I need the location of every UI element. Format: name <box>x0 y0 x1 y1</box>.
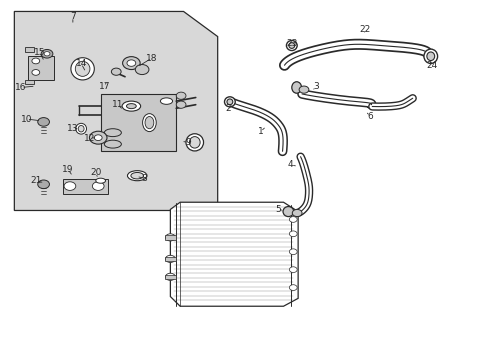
Ellipse shape <box>127 171 147 181</box>
Ellipse shape <box>226 99 232 105</box>
Text: 18: 18 <box>146 54 157 63</box>
Polygon shape <box>170 202 298 306</box>
Circle shape <box>127 60 136 66</box>
Text: 5: 5 <box>274 205 280 214</box>
Text: 22: 22 <box>359 25 370 34</box>
Circle shape <box>165 234 175 241</box>
Text: 10: 10 <box>21 114 32 123</box>
Text: 12: 12 <box>84 134 96 143</box>
Ellipse shape <box>291 82 301 93</box>
Circle shape <box>289 249 297 255</box>
Text: 4: 4 <box>287 161 293 170</box>
Circle shape <box>135 64 149 75</box>
Ellipse shape <box>145 117 154 129</box>
Text: 23: 23 <box>286 39 297 48</box>
Bar <box>164 235 176 239</box>
Circle shape <box>32 69 40 75</box>
Bar <box>164 275 176 279</box>
Text: 15: 15 <box>34 48 45 57</box>
Ellipse shape <box>286 41 297 50</box>
Circle shape <box>64 182 76 190</box>
Bar <box>63 179 108 194</box>
Ellipse shape <box>185 134 203 151</box>
Text: 19: 19 <box>62 165 74 174</box>
Circle shape <box>176 101 185 108</box>
Text: 21: 21 <box>30 176 41 185</box>
Circle shape <box>165 273 175 280</box>
Circle shape <box>122 57 140 69</box>
Circle shape <box>41 49 53 58</box>
Text: 2: 2 <box>225 104 231 113</box>
Text: 3: 3 <box>313 82 318 91</box>
Ellipse shape <box>131 172 143 179</box>
Ellipse shape <box>224 97 235 107</box>
Ellipse shape <box>423 49 437 63</box>
Text: 1: 1 <box>257 127 263 136</box>
Polygon shape <box>101 94 176 151</box>
Circle shape <box>165 255 175 262</box>
Bar <box>164 257 176 261</box>
Ellipse shape <box>122 101 141 111</box>
Ellipse shape <box>75 61 90 76</box>
Bar <box>25 80 34 84</box>
Circle shape <box>89 131 107 144</box>
Ellipse shape <box>288 42 294 48</box>
Ellipse shape <box>142 114 156 132</box>
Text: 20: 20 <box>90 168 101 177</box>
Ellipse shape <box>160 98 172 104</box>
Circle shape <box>111 68 121 75</box>
Circle shape <box>289 285 297 291</box>
Ellipse shape <box>71 58 94 80</box>
Circle shape <box>92 182 104 190</box>
Text: 17: 17 <box>99 82 110 91</box>
Circle shape <box>289 267 297 273</box>
Text: 7: 7 <box>70 12 76 21</box>
Circle shape <box>289 217 297 222</box>
Ellipse shape <box>76 123 86 134</box>
Circle shape <box>44 51 50 56</box>
Ellipse shape <box>78 126 84 132</box>
Circle shape <box>38 118 49 126</box>
Circle shape <box>299 86 308 93</box>
Circle shape <box>94 135 102 140</box>
Circle shape <box>176 92 185 99</box>
Circle shape <box>32 58 40 64</box>
Circle shape <box>38 180 49 189</box>
Ellipse shape <box>426 52 434 60</box>
Ellipse shape <box>96 178 105 183</box>
Text: 24: 24 <box>426 61 437 70</box>
Bar <box>28 56 54 80</box>
Text: 6: 6 <box>366 112 372 121</box>
Text: 9: 9 <box>185 138 191 147</box>
Ellipse shape <box>104 140 121 148</box>
Ellipse shape <box>283 207 293 217</box>
Circle shape <box>292 210 302 217</box>
Text: 8: 8 <box>142 174 147 183</box>
Text: 11: 11 <box>112 100 123 109</box>
Ellipse shape <box>189 136 200 148</box>
Polygon shape <box>14 12 217 211</box>
Text: 16: 16 <box>16 83 27 92</box>
Text: 14: 14 <box>75 59 87 68</box>
Ellipse shape <box>104 129 121 136</box>
Ellipse shape <box>126 104 136 109</box>
Circle shape <box>289 231 297 237</box>
Text: 13: 13 <box>67 123 79 132</box>
Bar <box>25 47 34 51</box>
